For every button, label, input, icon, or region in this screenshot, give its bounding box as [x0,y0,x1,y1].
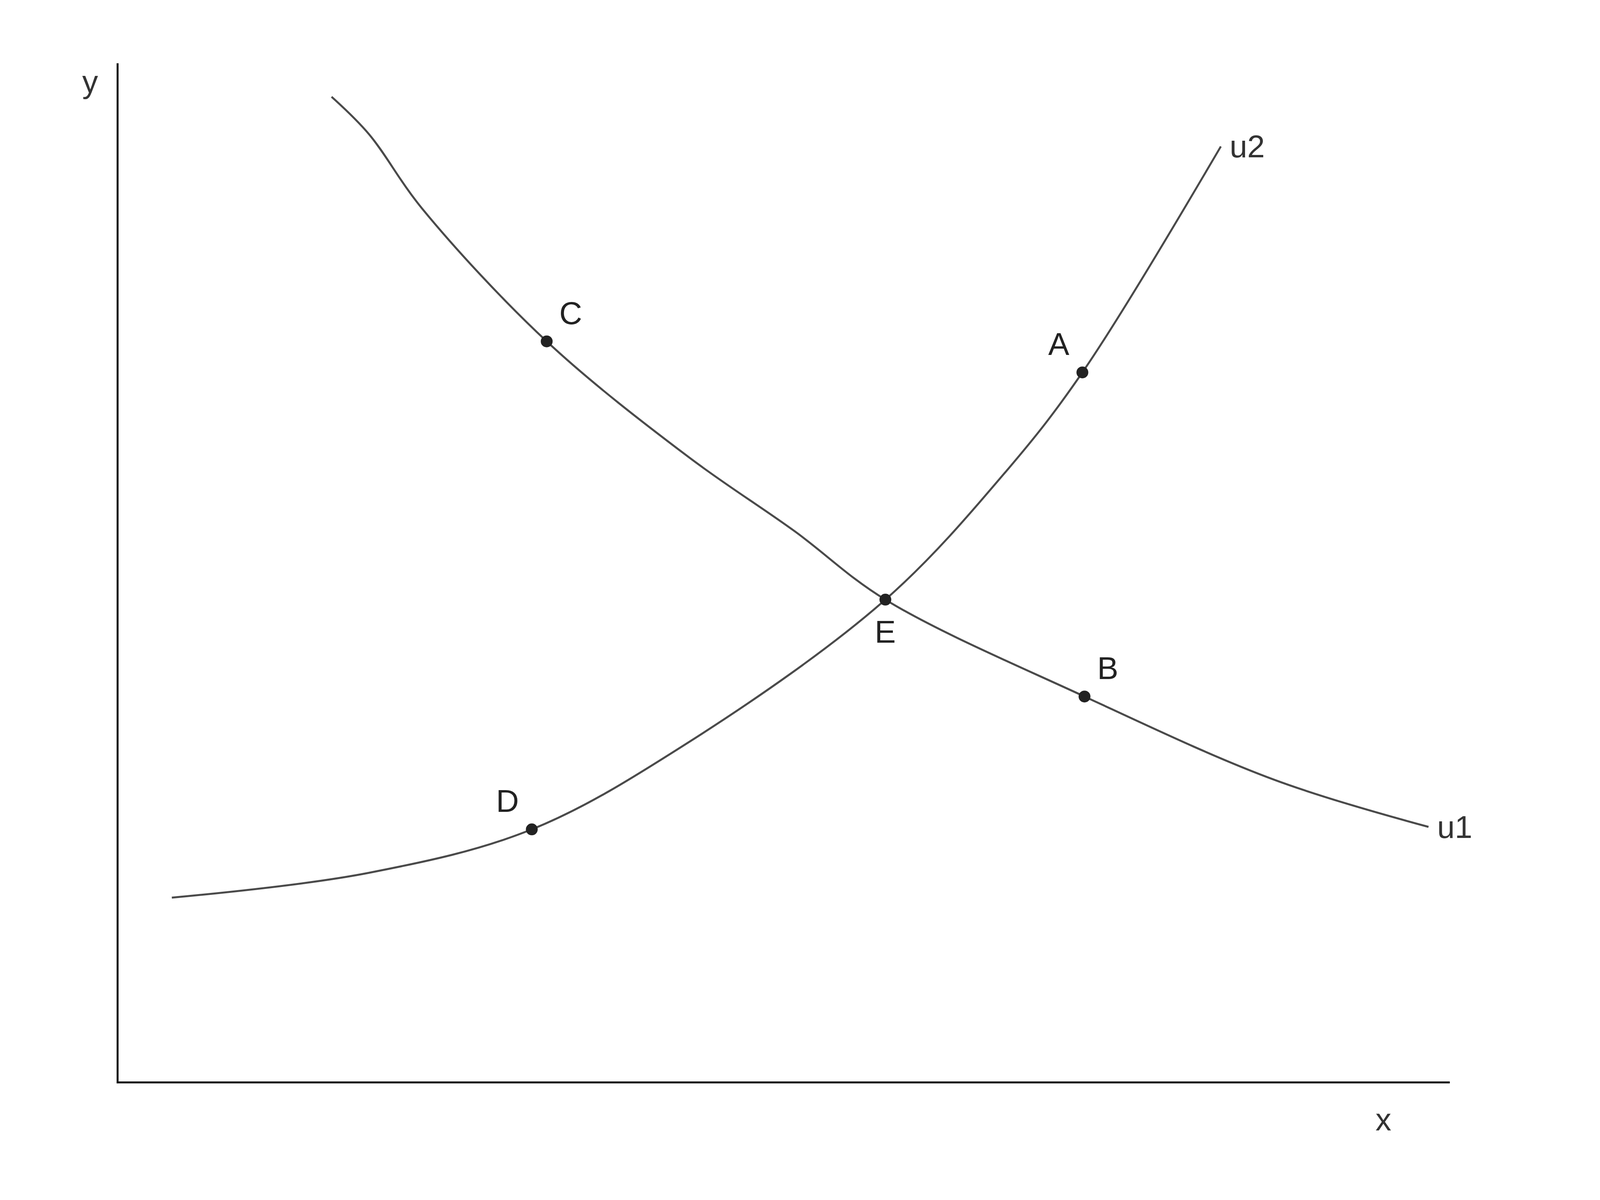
svg-text:B: B [1097,650,1119,686]
svg-text:E: E [874,614,896,650]
svg-text:D: D [496,783,519,819]
svg-text:x: x [1375,1101,1392,1138]
svg-text:u1: u1 [1437,809,1473,845]
svg-text:C: C [559,295,583,331]
svg-text:A: A [1048,326,1070,362]
svg-text:u2: u2 [1229,128,1265,165]
svg-text:y: y [82,64,99,100]
